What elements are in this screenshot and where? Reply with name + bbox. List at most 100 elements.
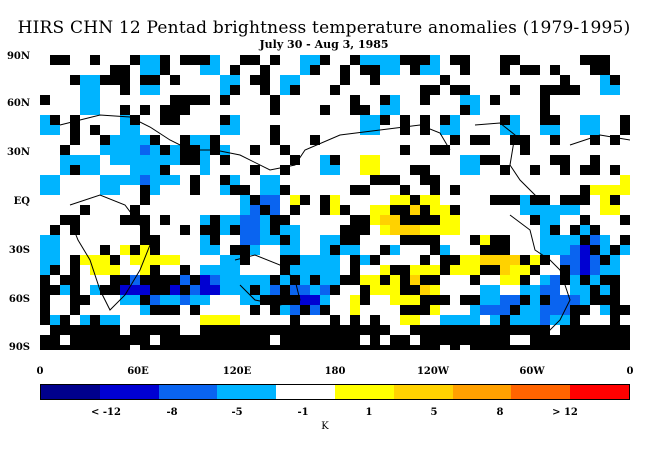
map-cell (570, 55, 580, 65)
legend-label-m5: -5 (231, 407, 243, 418)
map-cell (440, 265, 450, 275)
map-cell (530, 325, 540, 335)
map-cell (240, 65, 250, 75)
map-cell (250, 115, 260, 125)
map-cell (570, 185, 580, 195)
map-cell (340, 275, 350, 285)
map-cell (340, 95, 350, 105)
map-cell (240, 155, 250, 165)
map-cell (360, 205, 370, 215)
map-cell (590, 195, 600, 205)
map-cell (620, 125, 630, 135)
map-cell (450, 285, 460, 295)
map-cell (270, 265, 280, 275)
map-cell (240, 255, 250, 265)
map-cell (130, 275, 140, 285)
map-cell (110, 55, 120, 65)
map-cell (500, 65, 510, 75)
map-cell (150, 165, 160, 175)
map-cell (340, 165, 350, 175)
map-cell (620, 265, 630, 275)
map-cell (180, 285, 190, 295)
map-cell (280, 325, 290, 335)
map-cell (380, 115, 390, 125)
map-cell (430, 265, 440, 275)
map-cell (90, 65, 100, 75)
map-cell (220, 245, 230, 255)
map-cell (300, 275, 310, 285)
map-cell (360, 325, 370, 335)
map-cell (110, 245, 120, 255)
lat-label-60n: 60N (6, 98, 30, 109)
map-cell (570, 105, 580, 115)
map-cell (530, 85, 540, 95)
map-cell (340, 295, 350, 305)
map-cell (580, 85, 590, 95)
map-cell (340, 115, 350, 125)
map-cell (490, 235, 500, 245)
map-cell (560, 115, 570, 125)
map-cell (610, 345, 620, 350)
map-cell (570, 155, 580, 165)
map-cell (100, 205, 110, 215)
map-cell (400, 85, 410, 95)
map-cell (130, 145, 140, 155)
map-cell (510, 175, 520, 185)
map-cell (430, 215, 440, 225)
map-cell (290, 285, 300, 295)
map-cell (130, 315, 140, 325)
map-cell (450, 135, 460, 145)
map-cell (570, 65, 580, 75)
map-cell (550, 235, 560, 245)
map-cell (90, 285, 100, 295)
map-cell (50, 265, 60, 275)
map-cell (280, 205, 290, 215)
map-cell (260, 255, 270, 265)
map-cell (170, 85, 180, 95)
map-cell (530, 155, 540, 165)
map-cell (520, 135, 530, 145)
map-cell (490, 75, 500, 85)
map-cell (130, 105, 140, 115)
map-cell (110, 265, 120, 275)
map-cell (530, 265, 540, 275)
map-cell (330, 55, 340, 65)
map-cell (550, 195, 560, 205)
map-cell (520, 185, 530, 195)
map-cell (130, 225, 140, 235)
map-cell (260, 65, 270, 75)
map-cell (270, 135, 280, 145)
map-cell (290, 105, 300, 115)
map-cell (420, 135, 430, 145)
map-cell (190, 295, 200, 305)
map-cell (200, 105, 210, 115)
map-cell (350, 205, 360, 215)
map-cell (450, 195, 460, 205)
map-cell (460, 145, 470, 155)
map-cell (340, 215, 350, 225)
map-cell (520, 245, 530, 255)
map-cell (540, 255, 550, 265)
map-cell (590, 125, 600, 135)
map-cell (590, 295, 600, 305)
map-cell (220, 125, 230, 135)
map-cell (460, 225, 470, 235)
map-cell (80, 265, 90, 275)
map-cell (470, 125, 480, 135)
map-cell (170, 145, 180, 155)
map-cell (440, 85, 450, 95)
map-cell (400, 335, 410, 345)
map-cell (560, 245, 570, 255)
map-cell (580, 235, 590, 245)
map-cell (310, 275, 320, 285)
map-cell (190, 285, 200, 295)
map-cell (290, 335, 300, 345)
map-cell (620, 315, 630, 325)
map-cell (140, 145, 150, 155)
map-cell (250, 75, 260, 85)
map-cell (190, 95, 200, 105)
map-cell (380, 95, 390, 105)
map-cell (370, 125, 380, 135)
map-cell (620, 105, 630, 115)
legend-label-m8: -8 (166, 407, 178, 418)
